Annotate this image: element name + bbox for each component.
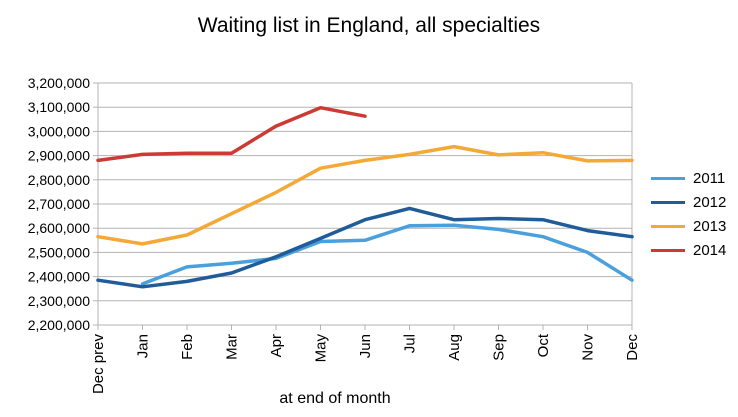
legend-item-2013: 2013 <box>651 214 726 238</box>
x-axis-label: at end of month <box>279 390 391 407</box>
x-tick-label: Nov <box>580 334 597 361</box>
legend-label: 2011 <box>693 169 726 187</box>
y-tick-label: 2,700,000 <box>28 196 90 212</box>
legend-swatch <box>651 224 685 228</box>
x-tick-label: Jul <box>402 334 419 353</box>
axes <box>93 82 633 330</box>
y-tick-labels: 2,200,000 2,300,000 2,400,000 2,500,000 2,60… <box>28 75 90 333</box>
y-tick-label: 2,300,000 <box>28 293 90 309</box>
x-tick-label: Feb <box>179 334 196 360</box>
y-tick-label: 3,100,000 <box>28 99 90 115</box>
x-tick-label: Oct <box>535 333 552 357</box>
series-line-2011 <box>140 223 634 286</box>
legend-label: 2012 <box>693 193 727 211</box>
x-tick-labels: Dec prev Jan Feb Mar Apr May Jun Jul Aug Sep Oct No… <box>90 333 641 394</box>
y-tick-label: 3,000,000 <box>28 123 90 139</box>
legend-swatch <box>651 200 685 204</box>
x-tick-label: Jun <box>357 334 374 358</box>
x-tick-label: Dec prev <box>90 334 107 395</box>
legend-swatch <box>651 248 685 252</box>
y-tick-label: 2,600,000 <box>28 220 90 236</box>
series-line-2014 <box>96 105 367 163</box>
y-tick-label: 2,800,000 <box>28 172 90 188</box>
legend-item-2011: 2011 <box>651 166 726 190</box>
grid-lines <box>98 82 632 326</box>
y-tick-label: 2,200,000 <box>28 317 90 333</box>
y-tick-label: 2,500,000 <box>28 244 90 260</box>
x-tick-label: Mar <box>224 334 241 360</box>
chart-title: Waiting list in England, all specialties <box>197 14 541 37</box>
legend-label: 2014 <box>693 241 727 259</box>
x-tick-label: Dec <box>624 334 641 361</box>
legend-label: 2013 <box>693 217 727 235</box>
series-lines <box>96 105 634 289</box>
x-tick-label: Aug <box>446 334 463 361</box>
series-line-2013 <box>96 144 634 246</box>
series-line-2012 <box>96 206 634 289</box>
x-tick-label: Sep <box>491 334 508 361</box>
x-tick-label: Apr <box>268 334 285 357</box>
legend-item-2012: 2012 <box>651 190 726 214</box>
y-tick-label: 2,400,000 <box>28 269 90 285</box>
y-tick-label: 3,200,000 <box>28 75 90 91</box>
x-tick-label: May <box>313 334 330 363</box>
legend: 2011 2012 2013 2014 <box>651 166 726 262</box>
legend-item-2014: 2014 <box>651 238 726 262</box>
x-tick-label: Jan <box>135 334 152 358</box>
legend-swatch <box>651 176 685 180</box>
y-tick-label: 2,900,000 <box>28 148 90 164</box>
